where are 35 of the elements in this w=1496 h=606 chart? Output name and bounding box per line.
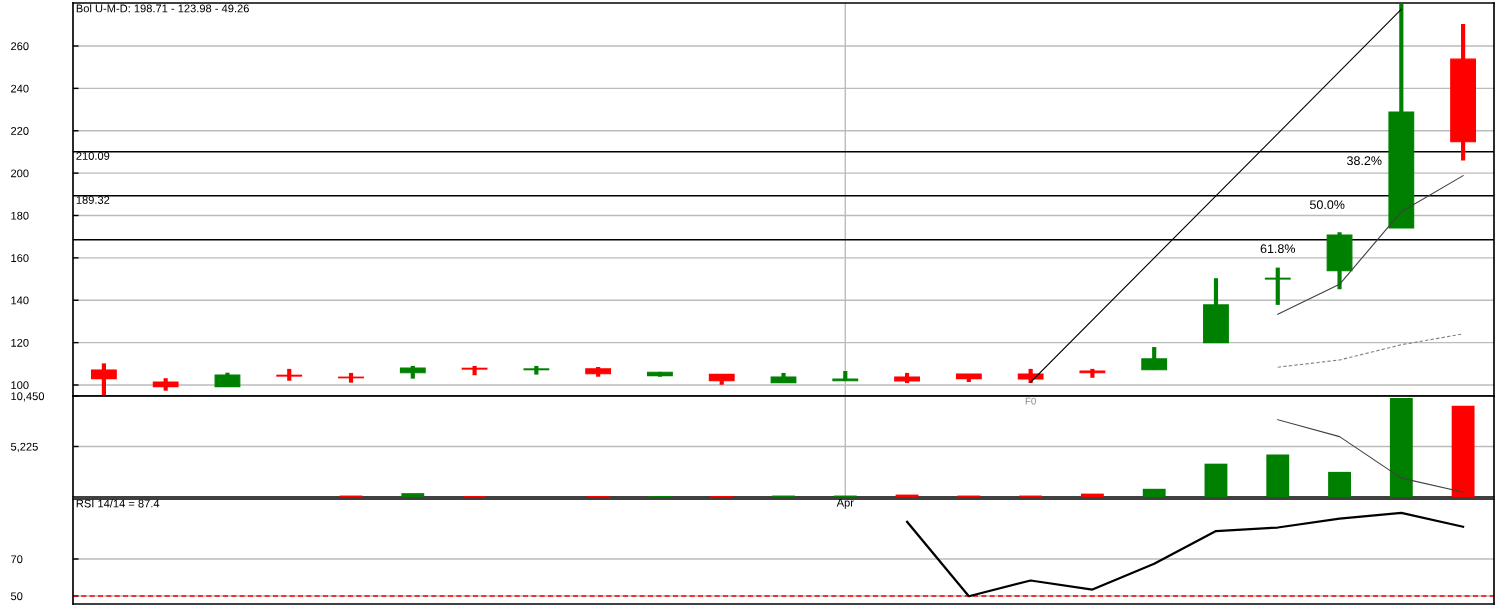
- line-series: [1277, 419, 1464, 493]
- y-tick-label: 220: [11, 127, 29, 135]
- x-tick-label: Apr: [836, 498, 854, 509]
- annotation: 61.8%: [1260, 244, 1296, 254]
- chart-title: RSI 14/14 = 87.4: [76, 499, 160, 508]
- bar: [1389, 397, 1413, 497]
- line-series: [1277, 333, 1464, 368]
- bar: [1080, 493, 1104, 497]
- chart-title: Bol U-M-D: 198.71 - 123.98 - 49.26: [76, 4, 249, 13]
- line-series: [905, 511, 1465, 598]
- annotation: 50.0%: [1309, 200, 1345, 210]
- y-tick-label: 120: [11, 338, 29, 347]
- bar: [1451, 405, 1475, 497]
- candlestick: [90, 363, 117, 396]
- y-tick-label: 5,225: [10, 442, 38, 452]
- y-tick-label: 50: [10, 592, 23, 601]
- y-tick-label: 140: [11, 296, 29, 305]
- y-tick-label: 240: [11, 84, 29, 93]
- bar: [1266, 454, 1290, 497]
- y-tick-label: 200: [11, 169, 29, 178]
- y-tick-label: 260: [11, 42, 29, 51]
- bar: [1328, 471, 1351, 497]
- y-tick-label: 160: [11, 254, 29, 262]
- annotation: 38.2%: [1347, 156, 1382, 166]
- annotation: F0: [1025, 397, 1036, 405]
- bar: [1204, 463, 1228, 497]
- bar: [1142, 488, 1166, 497]
- ref-line-label: 189.32: [76, 196, 110, 204]
- ref-line-label: 210.09: [76, 152, 110, 160]
- y-tick-label: 100: [11, 381, 29, 390]
- y-tick-label: 10,450: [11, 392, 45, 402]
- y-tick-label: 70: [11, 555, 23, 564]
- y-tick-label: 180: [11, 211, 29, 220]
- bar: [401, 493, 425, 497]
- candlestick: [1264, 267, 1291, 305]
